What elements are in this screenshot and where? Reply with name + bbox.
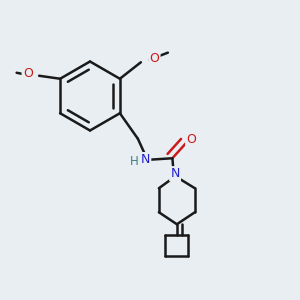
Text: O: O <box>186 133 196 146</box>
Text: H: H <box>130 155 139 168</box>
Text: N: N <box>141 153 150 166</box>
Text: O: O <box>23 67 33 80</box>
Text: N: N <box>170 167 180 180</box>
Text: O: O <box>149 52 159 65</box>
